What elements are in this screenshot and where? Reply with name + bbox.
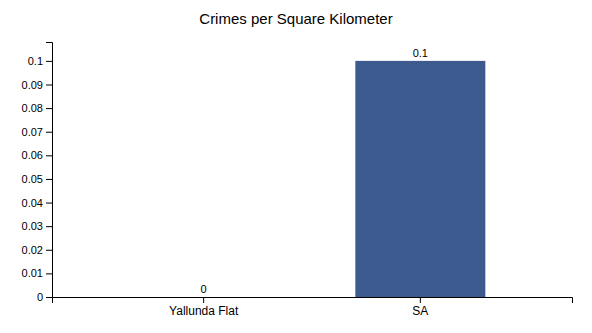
bars [355,61,485,297]
x-tick-mark [420,297,421,303]
y-tick: 0.09 [22,79,52,91]
y-axis: 0 0.01 0.02 0.03 0.04 0.05 0.06 0.07 0.08 0.09 0.1 [22,43,53,304]
y-tick-mark [46,155,52,156]
x-tick-label: Yallunda Flat [169,304,239,318]
bar [139,297,269,298]
x-axis: Yallunda Flat SA [53,297,573,318]
y-tick-mark [46,203,52,204]
x-axis-line [53,298,573,304]
y-tick: 0.07 [22,126,52,138]
y-tick-mark [46,132,52,133]
y-tick-mark [46,61,52,62]
y-tick-mark [46,85,52,86]
y-tick-mark [46,250,52,251]
y-tick: 0 [37,291,52,303]
x-tick-mark [203,297,204,303]
y-tick-label: 0.04 [22,197,43,209]
data-label: 0 [201,283,207,295]
y-tick-label: 0.02 [22,244,43,256]
y-tick-label: 0.09 [22,79,43,91]
y-tick-mark [46,108,52,109]
y-tick: 0.01 [22,267,52,279]
y-tick: 0.05 [22,173,52,185]
y-tick-label: 0.08 [22,102,43,114]
y-tick: 0.08 [22,102,52,114]
y-tick: 0.02 [22,244,52,256]
y-tick-mark [46,226,52,227]
y-tick-mark [46,273,52,274]
y-tick: 0.06 [22,149,52,161]
x-tick: Yallunda Flat [169,297,239,318]
data-label: 0.1 [413,47,428,59]
y-tick: 0.03 [22,220,52,232]
y-tick-label: 0.05 [22,173,43,185]
y-tick-mark [46,297,52,298]
title: Crimes per Square Kilometer [199,10,392,27]
chart: Crimes per Square Kilometer 0 0.01 0.02 0.03… [0,0,592,333]
y-tick: 0.04 [22,197,52,209]
y-tick-label: 0.07 [22,126,43,138]
y-tick-label: 0.1 [28,55,43,67]
y-tick-label: 0.01 [22,267,43,279]
bar [355,61,485,297]
y-tick: 0.1 [28,55,52,67]
data-labels: 00.1 [201,47,428,295]
y-tick-mark [46,179,52,180]
x-tick: SA [412,297,428,318]
x-tick-label: SA [412,304,428,318]
y-tick-label: 0 [37,291,43,303]
y-tick-label: 0.03 [22,220,43,232]
y-tick-label: 0.06 [22,149,43,161]
y-axis-line [46,43,53,298]
